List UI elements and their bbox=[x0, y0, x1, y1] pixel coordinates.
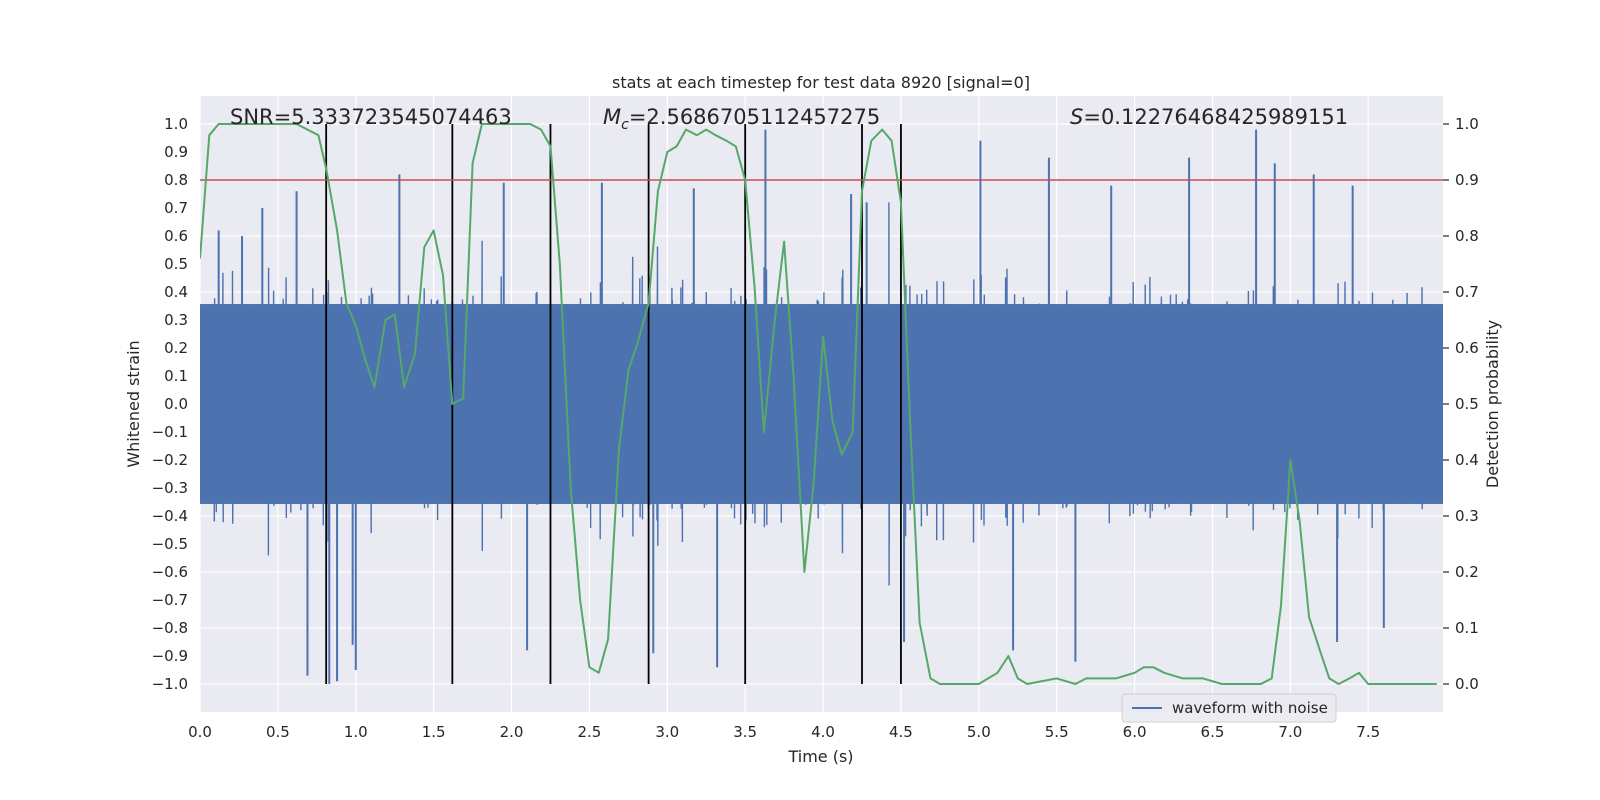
probability-series bbox=[200, 123, 1437, 685]
y-tick-label: −0.3 bbox=[152, 479, 188, 497]
y-tick-label: 0.3 bbox=[164, 311, 188, 329]
waveform-series bbox=[200, 129, 1443, 684]
y-tick-label: −0.2 bbox=[152, 451, 188, 469]
y2-tick-label: 1.0 bbox=[1455, 115, 1479, 133]
y-tick-label: 0.9 bbox=[164, 143, 188, 161]
x-tick-label: 2.5 bbox=[577, 723, 601, 741]
y-tick-label: −1.0 bbox=[152, 675, 188, 693]
y-axis-ticks: 1.0 0.9 0.8 0.7 0.6 0.5 0.4 0.3 0.2 0.1 0.0 −0.1 −0.… bbox=[152, 115, 188, 693]
y2-tick-label: 0.3 bbox=[1455, 507, 1479, 525]
y-tick-label: −0.9 bbox=[152, 647, 188, 665]
y-axis-label: Whitened strain bbox=[124, 340, 143, 467]
y-tick-label: −0.5 bbox=[152, 535, 188, 553]
y2-tick-label: 0.2 bbox=[1455, 563, 1479, 581]
y2-tick-label: 0.4 bbox=[1455, 451, 1479, 469]
y-tick-label: −0.4 bbox=[152, 507, 188, 525]
y2-axis-ticks: 1.0 0.9 0.8 0.7 0.6 0.5 0.4 0.3 0.2 0.1 0.0 bbox=[1443, 115, 1479, 693]
y2-tick-label: 0.9 bbox=[1455, 171, 1479, 189]
y2-tick-label: 0.8 bbox=[1455, 227, 1479, 245]
y-tick-label: 0.5 bbox=[164, 255, 188, 273]
s-symbol: S bbox=[1070, 105, 1083, 129]
x-tick-label: 4.0 bbox=[811, 723, 835, 741]
x-axis-ticks: 0.0 0.5 1.0 1.5 2.0 2.5 3.0 3.5 4.0 4.5 5.0 5.5 6.0 6… bbox=[188, 723, 1380, 741]
x-tick-label: 7.5 bbox=[1356, 723, 1380, 741]
y-tick-label: 0.2 bbox=[164, 339, 188, 357]
y-tick-label: 0.0 bbox=[164, 395, 188, 413]
legend: waveform with noise bbox=[1121, 693, 1337, 723]
y2-axis-label: Detection probability bbox=[1483, 320, 1502, 488]
x-tick-label: 3.5 bbox=[733, 723, 757, 741]
x-axis-label: Time (s) bbox=[787, 747, 853, 766]
y-tick-label: −0.8 bbox=[152, 619, 188, 637]
x-tick-label: 2.0 bbox=[500, 723, 524, 741]
x-tick-label: 3.0 bbox=[655, 723, 679, 741]
y2-tick-label: 0.7 bbox=[1455, 283, 1479, 301]
chirp-mass-subscript: c bbox=[621, 117, 629, 133]
snr-annotation: SNR=5.333723545074463 bbox=[230, 105, 512, 129]
s-annotation: S=0.12276468425989151 bbox=[1070, 105, 1348, 129]
detection-probability-line bbox=[200, 123, 1437, 685]
x-tick-label: 6.5 bbox=[1201, 723, 1225, 741]
y-tick-label: −0.1 bbox=[152, 423, 188, 441]
y-tick-label: 0.7 bbox=[164, 199, 188, 217]
legend-box bbox=[1121, 693, 1337, 723]
x-tick-label: 6.0 bbox=[1123, 723, 1147, 741]
y2-tick-label: 0.0 bbox=[1455, 675, 1479, 693]
x-tick-label: 7.0 bbox=[1278, 723, 1302, 741]
y-tick-label: −0.6 bbox=[152, 563, 188, 581]
chirp-mass-annotation: Mc=2.5686705112457275 bbox=[603, 105, 880, 133]
x-tick-label: 1.5 bbox=[422, 723, 446, 741]
y2-tick-label: 0.6 bbox=[1455, 339, 1479, 357]
chart-title: stats at each timestep for test data 892… bbox=[612, 73, 1030, 92]
chirp-mass-value: =2.5686705112457275 bbox=[629, 105, 880, 129]
legend-entry: waveform with noise bbox=[1172, 699, 1328, 717]
y2-tick-label: 0.1 bbox=[1455, 619, 1479, 637]
y2-tick-label: 0.5 bbox=[1455, 395, 1479, 413]
waveform-core-band bbox=[200, 304, 1443, 504]
x-tick-label: 0.5 bbox=[266, 723, 290, 741]
y-tick-label: 0.6 bbox=[164, 227, 188, 245]
y-tick-label: 1.0 bbox=[164, 115, 188, 133]
y-tick-label: 0.4 bbox=[164, 283, 188, 301]
y-tick-label: −0.7 bbox=[152, 591, 188, 609]
x-tick-label: 5.0 bbox=[967, 723, 991, 741]
s-value: =0.12276468425989151 bbox=[1083, 105, 1348, 129]
x-tick-label: 1.0 bbox=[344, 723, 368, 741]
y-tick-label: 0.1 bbox=[164, 367, 188, 385]
x-tick-label: 5.5 bbox=[1045, 723, 1069, 741]
y-tick-label: 0.8 bbox=[164, 171, 188, 189]
chirp-mass-symbol: M bbox=[603, 105, 621, 129]
x-tick-label: 4.5 bbox=[889, 723, 913, 741]
x-tick-label: 0.0 bbox=[188, 723, 212, 741]
